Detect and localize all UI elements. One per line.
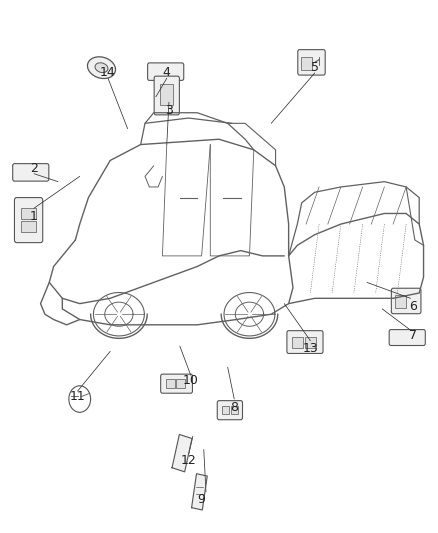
Bar — [301, 57, 312, 70]
FancyBboxPatch shape — [298, 50, 325, 75]
Polygon shape — [191, 474, 207, 510]
Text: 12: 12 — [180, 454, 196, 466]
Text: 13: 13 — [303, 342, 318, 355]
FancyBboxPatch shape — [154, 76, 180, 115]
Bar — [305, 337, 316, 348]
Text: 1: 1 — [30, 209, 38, 223]
FancyBboxPatch shape — [14, 198, 43, 243]
Text: 2: 2 — [30, 162, 38, 175]
Bar — [160, 84, 173, 105]
Text: 3: 3 — [165, 103, 173, 117]
FancyBboxPatch shape — [161, 374, 192, 393]
Bar — [292, 337, 303, 348]
Bar — [21, 208, 36, 219]
Text: 10: 10 — [183, 374, 199, 387]
Text: 9: 9 — [198, 494, 205, 506]
FancyBboxPatch shape — [391, 288, 421, 314]
Bar — [177, 379, 185, 388]
Text: 4: 4 — [163, 67, 171, 79]
Bar — [395, 295, 406, 308]
Ellipse shape — [88, 57, 116, 78]
FancyBboxPatch shape — [389, 329, 425, 345]
Bar — [166, 379, 175, 388]
Polygon shape — [172, 434, 192, 472]
Text: 6: 6 — [409, 300, 417, 313]
FancyBboxPatch shape — [148, 63, 184, 80]
Text: 11: 11 — [70, 390, 85, 403]
FancyBboxPatch shape — [217, 401, 243, 419]
Text: 8: 8 — [230, 400, 238, 414]
FancyBboxPatch shape — [287, 330, 323, 353]
Bar — [223, 406, 229, 415]
Bar — [231, 406, 238, 415]
Text: 14: 14 — [100, 67, 116, 79]
Ellipse shape — [95, 63, 108, 72]
Text: 7: 7 — [409, 329, 417, 342]
FancyBboxPatch shape — [13, 164, 49, 181]
Text: 5: 5 — [311, 61, 319, 74]
Bar — [21, 221, 36, 232]
